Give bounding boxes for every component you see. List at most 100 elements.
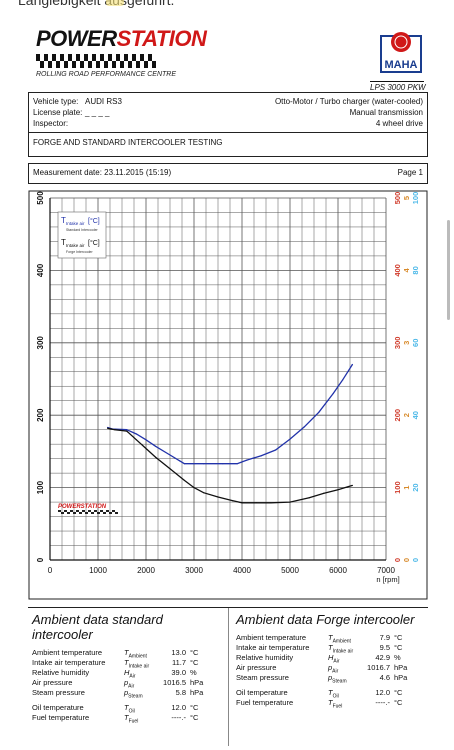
param-name: Air pressure — [32, 678, 73, 687]
param-unit: °C — [394, 688, 403, 697]
data-point — [155, 445, 157, 447]
data-point — [318, 411, 320, 413]
engine-type: Otto-Motor / Turbo charger (water-cooled… — [274, 97, 423, 106]
param-unit: % — [394, 653, 401, 662]
data-point — [342, 379, 344, 381]
y-tick-label-left: 500 — [36, 191, 45, 205]
watermark-check — [88, 510, 91, 512]
param-value: 7.9 — [379, 633, 390, 642]
data-point — [145, 439, 147, 441]
param-value: 12.0 — [171, 703, 186, 712]
ambient-standard-row: Air pressure pAir 1016.5 hPa — [28, 678, 224, 690]
watermark-check — [76, 510, 79, 512]
drive-type: 4 wheel drive — [375, 119, 423, 128]
ambient-forge-panel: Ambient data Forge intercooler Ambient t… — [232, 608, 428, 710]
param-symbol: TAmbient — [124, 648, 147, 660]
param-symbol: pAir — [328, 663, 339, 675]
data-point — [126, 429, 128, 431]
param-name: Fuel temperature — [236, 698, 294, 707]
data-point — [126, 430, 128, 432]
legend-box — [57, 211, 107, 259]
data-point — [236, 463, 238, 465]
y-tick-label-left: 0 — [36, 557, 45, 562]
ambient-forge-row: Air pressure pAir 1016.7 hPa — [232, 663, 428, 675]
x-tick-label: 0 — [48, 566, 53, 575]
watermark-check — [73, 512, 76, 514]
param-symbol: TOil — [328, 688, 339, 700]
logo-subtitle: ROLLING ROAD PERFORMANCE CENTRE — [36, 71, 177, 78]
data-point — [107, 427, 109, 429]
x-tick-label: 6000 — [329, 566, 347, 575]
param-value: 1016.5 — [163, 678, 186, 687]
param-value: 42.9 — [375, 653, 390, 662]
legend-sub: Intake air — [66, 221, 85, 226]
transmission: Manual transmission — [349, 108, 423, 117]
param-unit: °C — [190, 648, 199, 657]
param-unit: °C — [394, 698, 403, 707]
param-name: Relative humidity — [32, 668, 90, 677]
data-point — [255, 502, 257, 504]
data-point — [323, 492, 325, 494]
y-tick-label-right-blue: 60 — [411, 339, 420, 347]
data-point — [135, 433, 137, 435]
data-point — [155, 456, 157, 458]
param-value: 39.0 — [171, 668, 186, 677]
watermark-check — [91, 512, 94, 514]
param-unit: hPa — [394, 663, 408, 672]
data-point — [169, 468, 171, 470]
param-name: Ambient temperature — [236, 633, 307, 642]
y-tick-label-right-mid: 0 — [402, 558, 411, 562]
data-point — [217, 496, 219, 498]
data-point — [222, 463, 224, 465]
param-symbol: HAir — [328, 653, 340, 665]
data-point — [260, 455, 262, 457]
data-point — [351, 363, 353, 366]
license-plate: _ _ _ _ — [85, 108, 110, 117]
y-tick-label-right-mid: 5 — [402, 196, 411, 200]
data-point — [145, 447, 147, 450]
param-symbol: pSteam — [328, 673, 347, 685]
data-point — [193, 463, 195, 465]
x-tick-label: 7000 — [377, 566, 395, 575]
report-sheet: Vehicle type: AUDI RS3 License plate: _ _ … — [28, 92, 428, 184]
checkered-flag — [36, 54, 156, 68]
param-symbol: TOil — [124, 703, 135, 715]
y-tick-label-right-mid: 3 — [402, 341, 411, 345]
y-tick-label-right-red: 400 — [393, 264, 402, 277]
ambient-standard-panel: Ambient data standard intercooler Ambien… — [28, 608, 224, 725]
legend-symbol: T — [61, 216, 66, 225]
param-symbol: TAmbient — [328, 633, 351, 645]
y-tick-label-left: 300 — [36, 336, 45, 350]
param-symbol: TIntake air — [124, 658, 150, 670]
ambient-standard-row: Oil temperature TOil 12.0 °C — [28, 703, 224, 715]
param-unit: hPa — [190, 688, 204, 697]
data-point — [179, 460, 181, 462]
data-point — [183, 479, 185, 481]
legend-unit: [°C] — [88, 217, 100, 225]
param-name: Oil temperature — [32, 703, 84, 712]
data-point — [303, 426, 305, 428]
ambient-standard-title: Ambient data standard intercooler — [32, 612, 163, 642]
measurement-bar: Measurement date: 23.11.2015 (15:19) Pag… — [28, 163, 428, 184]
y-tick-label-right-blue: 40 — [411, 411, 420, 419]
data-point — [114, 429, 116, 431]
watermark-check — [85, 512, 88, 514]
watermark-check — [67, 512, 70, 514]
param-symbol: pAir — [124, 678, 135, 690]
param-unit: °C — [190, 713, 199, 722]
param-unit: hPa — [394, 673, 408, 682]
scrollbar[interactable] — [447, 220, 450, 320]
param-name: Intake air temperature — [32, 658, 106, 667]
watermark-check — [64, 510, 67, 512]
maha-badge-text: MAHA — [385, 59, 418, 71]
data-point — [135, 439, 137, 441]
data-point — [193, 487, 195, 489]
data-point — [246, 459, 248, 461]
ambient-forge-title: Ambient data Forge intercooler — [236, 612, 415, 627]
y-tick-label-right-blue: 20 — [411, 483, 420, 491]
watermark-check — [112, 510, 115, 512]
y-tick-label-right-mid: 2 — [402, 413, 411, 417]
param-value: ----.- — [171, 713, 186, 722]
maha-emblem-icon: MAHA — [380, 32, 422, 73]
param-unit: °C — [190, 658, 199, 667]
